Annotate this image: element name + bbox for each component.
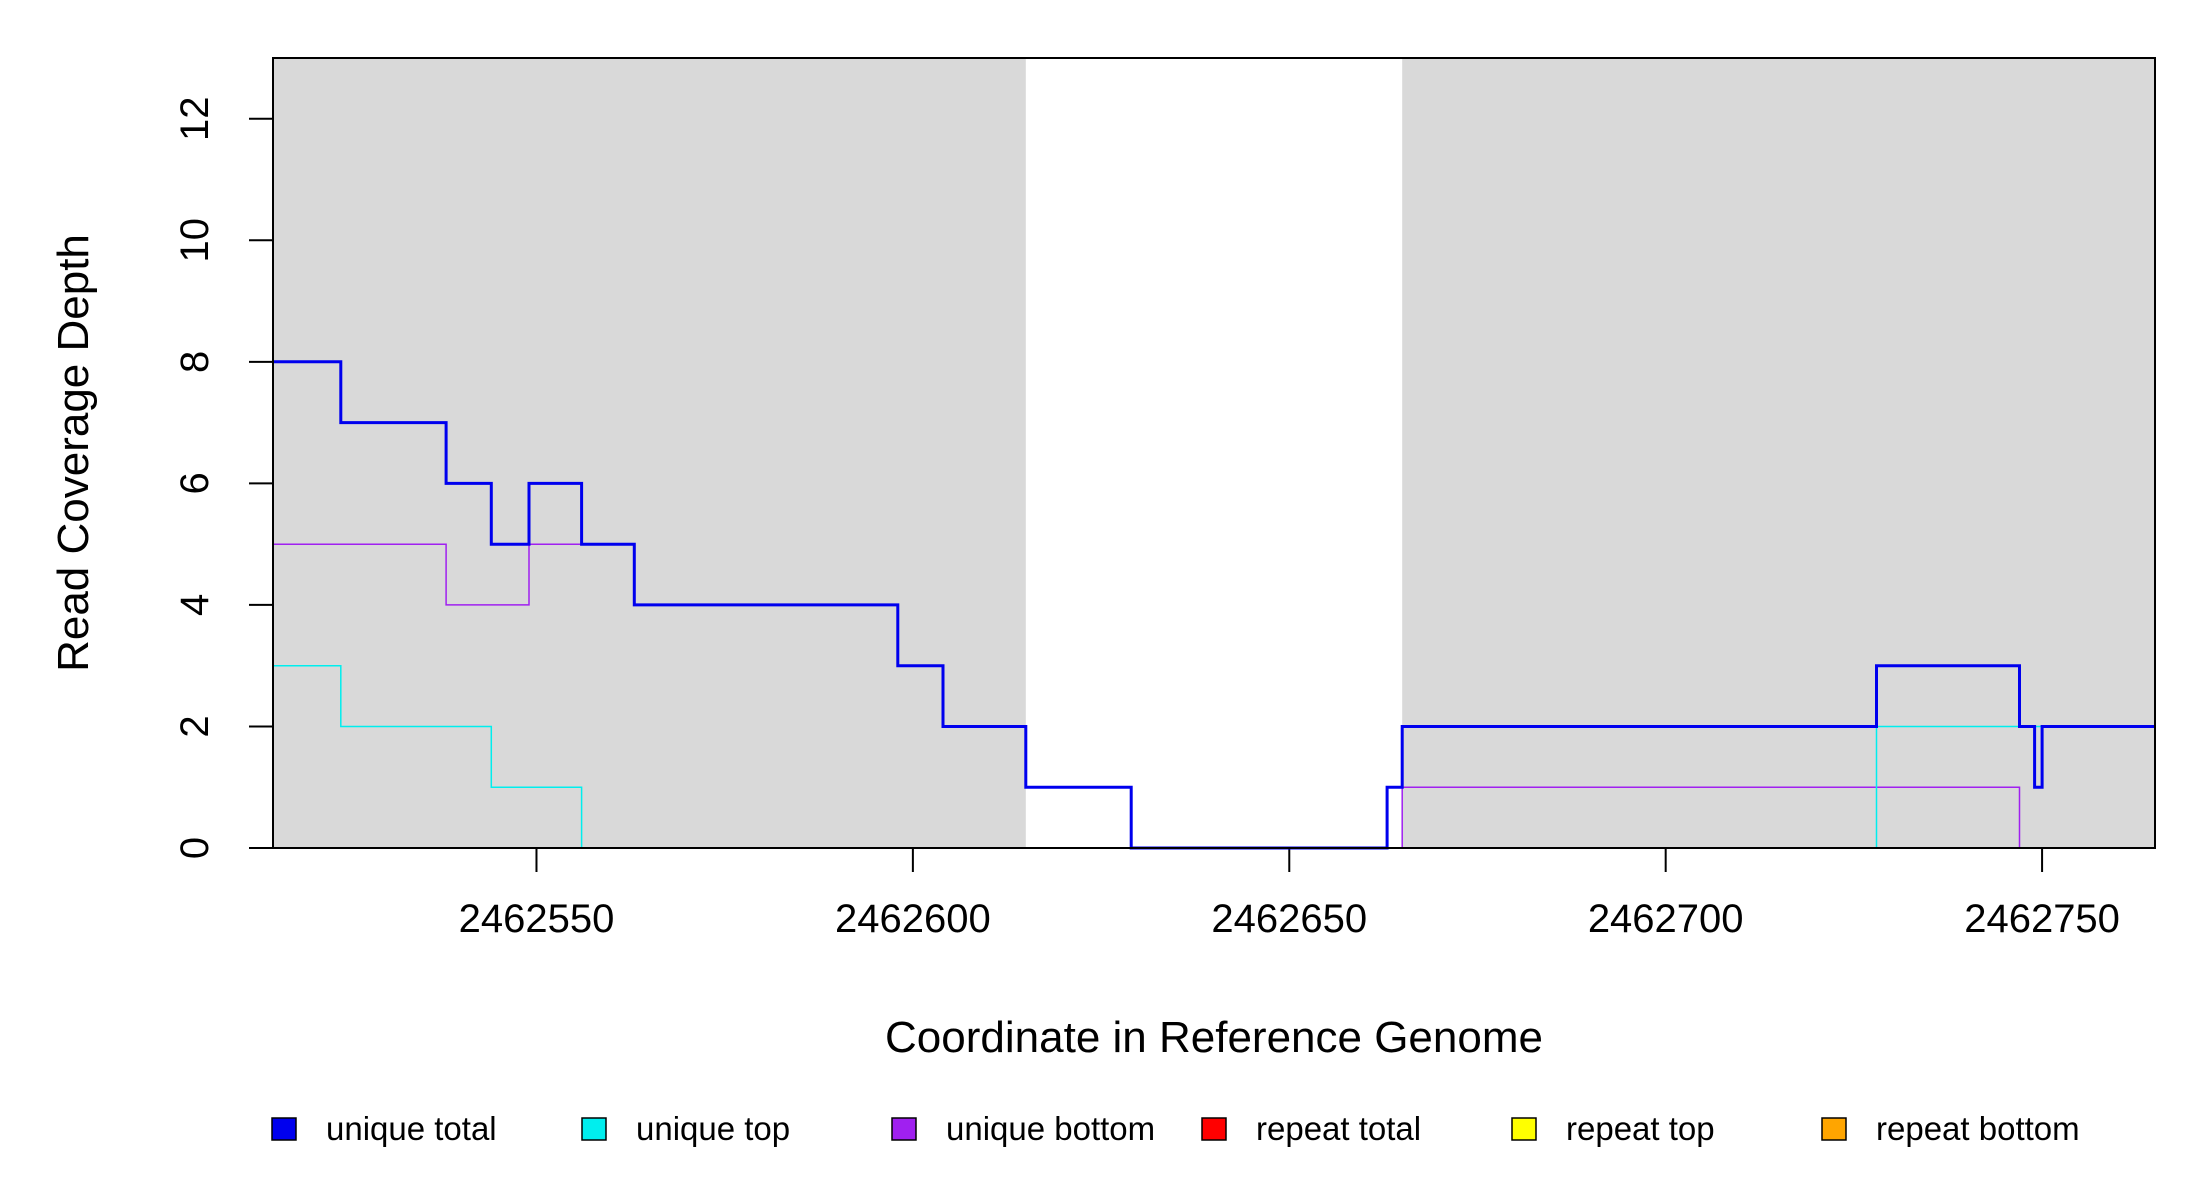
y-tick-label: 6 [173,472,217,494]
y-tick-label: 0 [173,837,217,859]
legend-swatch-repeat-total [1201,1117,1227,1141]
shaded-regions [273,58,2155,848]
legend-swatch-repeat-top [1511,1117,1537,1141]
y-tick-label: 12 [173,97,217,141]
legend-label-unique-bottom: unique bottom [946,1110,1155,1147]
legend-swatch-unique-bottom [891,1117,917,1141]
legend-label-unique-total: unique total [326,1110,497,1147]
x-tick-label: 2462600 [835,897,991,941]
y-tick-labels: 0 2 4 6 8 10 12 [173,97,217,860]
x-tick-labels: 2462550 2462600 2462650 2462700 2462750 [459,897,2120,941]
legend-swatch-unique-total [271,1117,297,1141]
x-tick-label: 2462750 [1964,897,2120,941]
legend-label-repeat-bottom: repeat bottom [1876,1110,2080,1147]
legend-swatch-unique-top [581,1117,607,1141]
shaded-region-1 [1402,58,2155,848]
plot-frame [272,57,2156,849]
x-axis-label: Coordinate in Reference Genome [885,1013,1543,1062]
axis-ticks [249,117,2044,872]
y-axis-label: Read Coverage Depth [49,234,98,672]
y-tick-label: 2 [173,715,217,737]
shaded-region-0 [273,58,1026,848]
y-tick-label: 8 [173,351,217,373]
legend-label-unique-top: unique top [636,1110,790,1147]
x-tick-label: 2462550 [459,897,615,941]
legend: unique total unique top unique bottom repea… [271,1110,2080,1147]
series-unique-total [273,360,2155,850]
y-tick-label: 4 [173,594,217,616]
x-tick-label: 2462700 [1588,897,1744,941]
legend-label-repeat-total: repeat total [1256,1110,1421,1147]
legend-swatch-repeat-bottom [1821,1117,1847,1141]
x-tick-label: 2462650 [1211,897,1367,941]
y-tick-label: 10 [173,218,217,262]
legend-label-repeat-top: repeat top [1566,1110,1715,1147]
series-unique-top [273,664,2155,849]
